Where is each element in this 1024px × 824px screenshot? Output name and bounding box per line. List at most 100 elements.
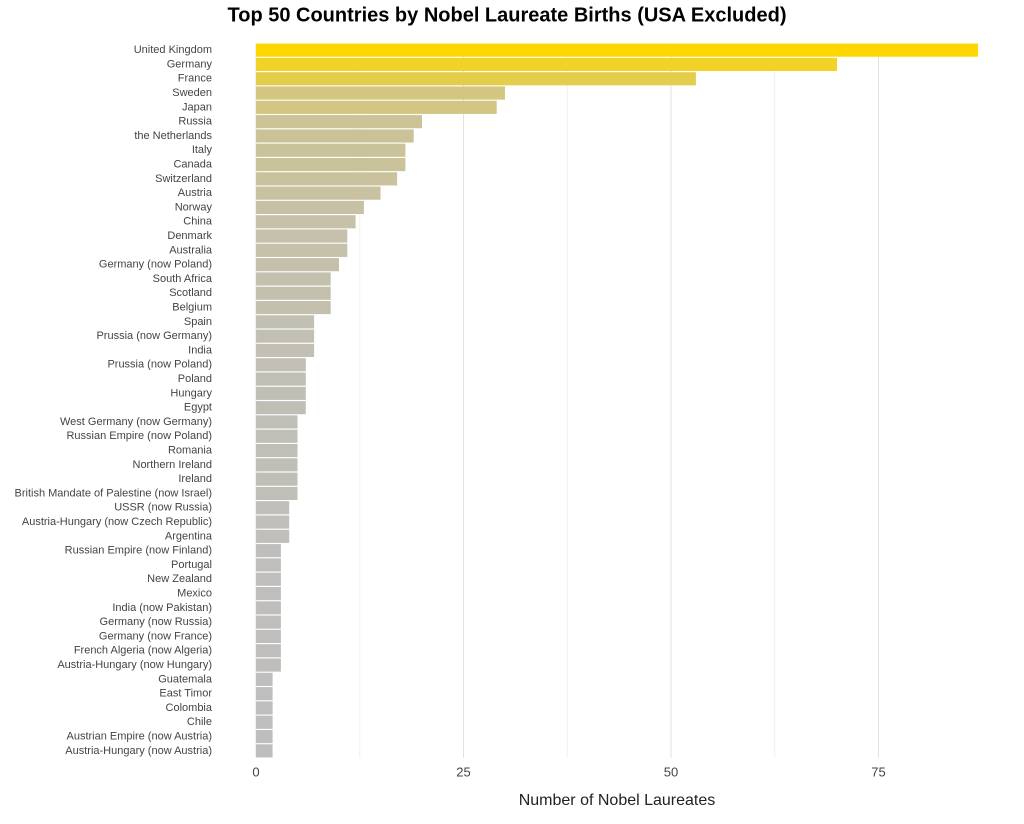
bar [256, 472, 298, 486]
bar [256, 43, 979, 57]
y-tick-label: India [188, 344, 213, 356]
y-tick-label: Guatemala [158, 673, 213, 685]
x-tick-label: 25 [456, 764, 470, 779]
y-tick-label: Russia [178, 116, 213, 128]
bar [256, 329, 315, 343]
bar [256, 401, 306, 415]
bar [256, 272, 331, 286]
bar [256, 672, 273, 686]
y-tick-label: Mexico [177, 587, 212, 599]
bar [256, 100, 497, 114]
y-tick-label: Canada [173, 158, 212, 170]
bar [256, 286, 331, 300]
x-tick-label: 0 [252, 764, 259, 779]
y-tick-label: Russian Empire (now Poland) [66, 430, 212, 442]
y-tick-label: Chile [187, 716, 212, 728]
bar [256, 200, 364, 215]
y-tick-label: Egypt [184, 402, 212, 414]
y-tick-label: Prussia (now Poland) [107, 359, 212, 371]
y-tick-label: Belgium [172, 301, 212, 313]
y-tick-label: Spain [184, 316, 212, 328]
y-tick-label: Argentina [165, 530, 213, 542]
bar [256, 343, 315, 358]
bar [256, 544, 281, 558]
y-tick-label: Austria-Hungary (now Hungary) [57, 659, 212, 671]
y-tick-label: USSR (now Russia) [114, 502, 212, 514]
y-tick-label: Germany [167, 58, 213, 70]
bar [256, 658, 281, 672]
x-tick-label: 50 [664, 764, 678, 779]
y-tick-label: British Mandate of Palestine (now Israel… [15, 487, 212, 499]
y-tick-label: South Africa [153, 273, 213, 285]
bar [256, 215, 356, 229]
y-tick-label: Germany (now Poland) [99, 259, 212, 271]
y-tick-label: Denmark [167, 230, 212, 242]
y-tick-label: Germany (now France) [99, 630, 212, 642]
x-axis-label: Number of Nobel Laureates [519, 792, 716, 809]
y-tick-label: West Germany (now Germany) [60, 416, 212, 428]
bar [256, 572, 281, 586]
bar [256, 644, 281, 658]
bar [256, 443, 298, 458]
bar [256, 601, 281, 615]
bar [256, 186, 381, 200]
bar [256, 701, 273, 715]
bar [256, 501, 290, 515]
bar [256, 57, 837, 72]
bar [256, 386, 306, 400]
chart-title: Top 50 Countries by Nobel Laureate Birth… [228, 4, 787, 26]
bar [256, 129, 414, 143]
bar [256, 157, 406, 172]
y-tick-label: Prussia (now Germany) [96, 330, 212, 342]
y-tick-label: Austria [178, 187, 213, 199]
y-tick-label: Austrian Empire (now Austria) [67, 730, 213, 742]
bar [256, 300, 331, 315]
y-tick-label: France [178, 73, 212, 85]
bar [256, 315, 315, 329]
y-tick-label: Austria-Hungary (now Czech Republic) [22, 516, 212, 528]
bar [256, 715, 273, 729]
y-tick-label: China [183, 216, 213, 228]
bar [256, 729, 273, 744]
y-tick-label: Sweden [172, 87, 212, 99]
bar [256, 415, 298, 429]
bar [256, 358, 306, 372]
bar [256, 72, 696, 86]
bar [256, 115, 422, 129]
y-tick-label: Germany (now Russia) [100, 616, 212, 628]
y-tick-label: New Zealand [147, 573, 212, 585]
x-tick-label: 75 [871, 764, 885, 779]
y-tick-label: Ireland [178, 473, 212, 485]
y-tick-label: Hungary [170, 387, 212, 399]
bar [256, 229, 348, 243]
y-tick-label: United Kingdom [134, 44, 212, 56]
bar [256, 86, 505, 100]
y-tick-label: Italy [192, 144, 213, 156]
bar [256, 143, 406, 157]
y-tick-label: Japan [182, 101, 212, 113]
y-tick-label: the Netherlands [134, 130, 212, 142]
bar [256, 687, 273, 701]
bar [256, 615, 281, 629]
bar [256, 429, 298, 443]
y-tick-label: Norway [175, 201, 213, 213]
y-tick-label: Scotland [169, 287, 212, 299]
y-tick-label: French Algeria (now Algeria) [74, 645, 212, 657]
y-tick-label: Romania [168, 444, 213, 456]
bar [256, 458, 298, 472]
bar [256, 486, 298, 501]
y-tick-label: Austria-Hungary (now Austria) [65, 745, 212, 757]
y-tick-label: Poland [178, 373, 212, 385]
y-tick-label: Switzerland [155, 173, 212, 185]
bar [256, 744, 273, 758]
bar [256, 629, 281, 644]
bar [256, 258, 339, 272]
y-tick-label: East Timor [159, 688, 212, 700]
bar [256, 558, 281, 572]
y-tick-label: Colombia [166, 702, 213, 714]
bar [256, 586, 281, 601]
y-tick-label: Portugal [171, 559, 212, 571]
bar [256, 372, 306, 386]
bar [256, 243, 348, 257]
